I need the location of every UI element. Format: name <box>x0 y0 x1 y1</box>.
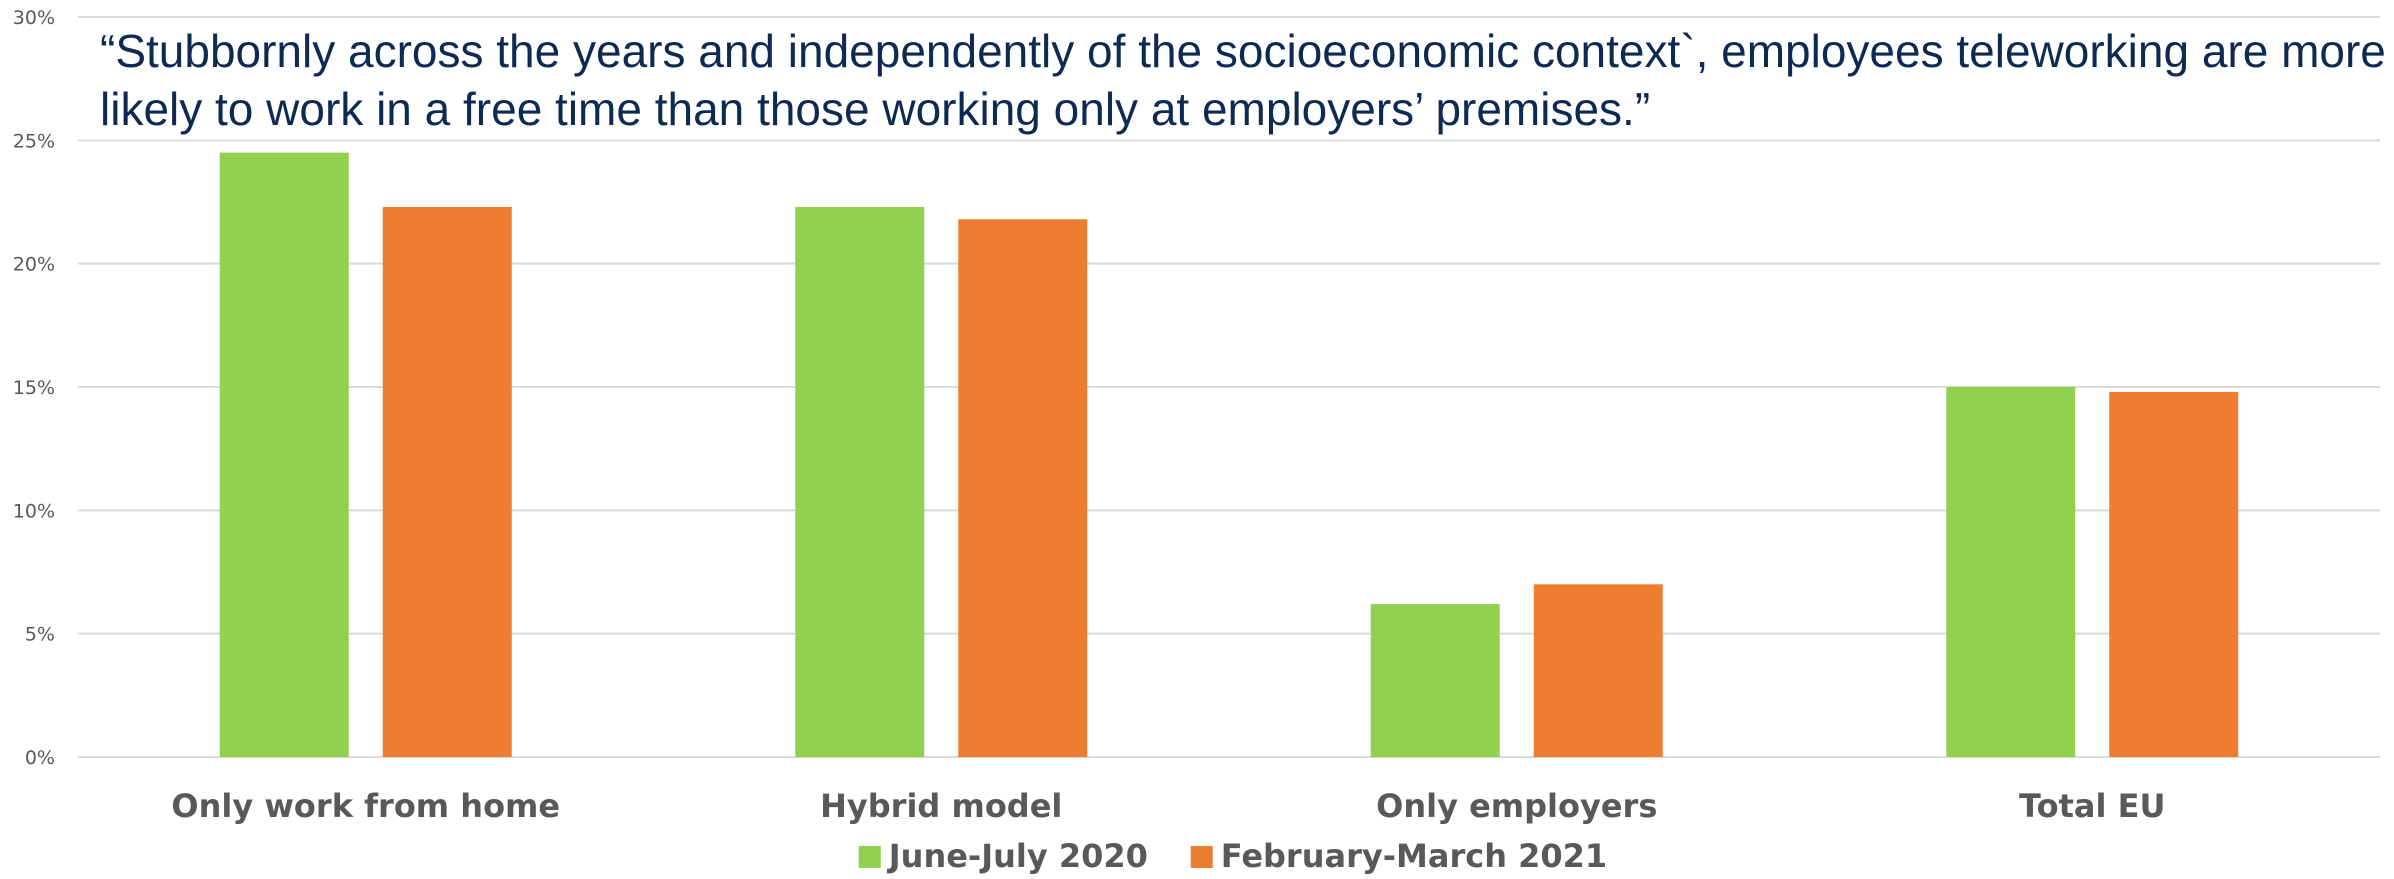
bar-2-0 <box>1370 604 1500 757</box>
legend-swatch-1 <box>1190 846 1213 868</box>
legend-label-0: June-July 2020 <box>887 837 1148 875</box>
bars <box>219 152 2239 757</box>
y-tick-label: 30% <box>13 7 55 29</box>
bar-3-0 <box>1946 387 2076 757</box>
y-axis-ticks: 0% 5% 10% 15% 20% 25% 30% <box>13 7 55 769</box>
category-labels: Only work from home Hybrid model Only empl… <box>171 787 2165 825</box>
bar-1-1 <box>958 219 1088 757</box>
bar-0-1 <box>382 206 512 757</box>
category-label: Total EU <box>2019 787 2165 825</box>
chart-quote: “Stubbornly across the years and indepen… <box>100 25 2386 135</box>
bar-1-0 <box>795 206 925 757</box>
y-tick-label: 10% <box>13 500 55 522</box>
category-label: Hybrid model <box>820 787 1062 825</box>
y-tick-label: 25% <box>13 130 55 152</box>
y-tick-label: 5% <box>25 624 55 646</box>
bar-3-1 <box>2109 391 2239 757</box>
legend-swatch-0 <box>858 846 881 868</box>
legend-label-1: February-March 2021 <box>1221 837 1607 875</box>
category-label: Only employers <box>1376 787 1657 825</box>
y-tick-label: 15% <box>13 377 55 399</box>
bar-2-1 <box>1533 584 1663 757</box>
y-tick-label: 0% <box>25 747 55 769</box>
category-label: Only work from home <box>171 787 560 825</box>
y-tick-label: 20% <box>13 254 55 276</box>
legend: June-July 2020 February-March 2021 <box>858 837 1607 875</box>
bar-0-0 <box>219 152 349 757</box>
